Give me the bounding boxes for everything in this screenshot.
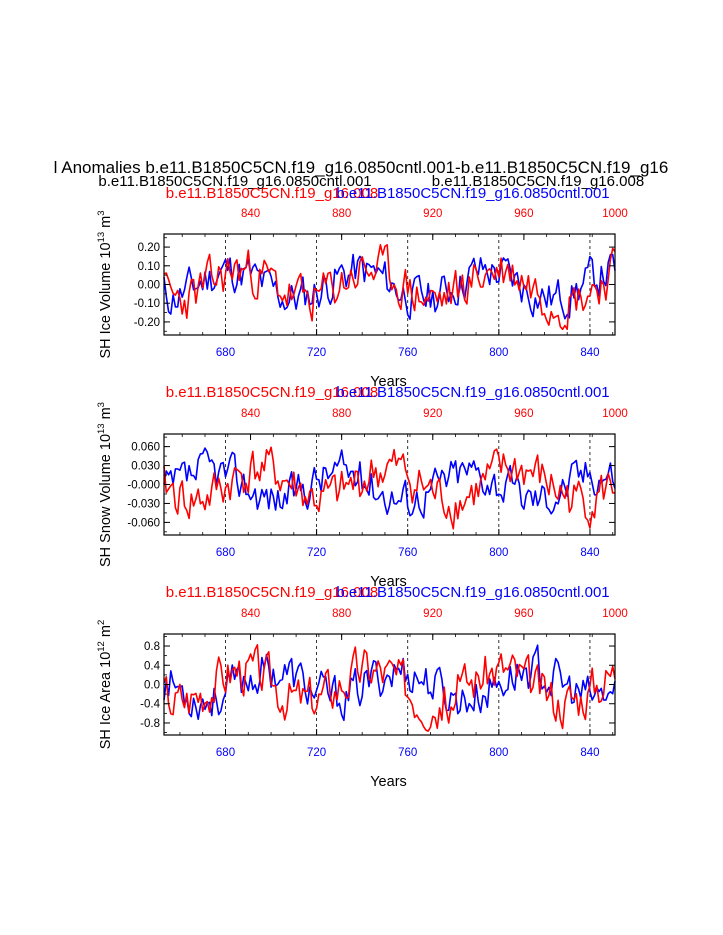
y-tick-label: 0.10 [138,261,160,273]
series-line-cntl [163,447,616,519]
x-tick-label-top: 880 [332,208,351,220]
x-tick-label-bottom: 800 [489,547,508,559]
x-tick-label-top: 920 [423,408,442,420]
y-tick-label: 0.8 [144,641,160,653]
x-tick-label-bottom: 840 [580,547,599,559]
series-line-008 [163,644,616,732]
x-tick-label-bottom: 680 [216,747,235,759]
x-tick-label-top: 840 [241,208,260,220]
y-tick-label: -0.030 [127,498,160,510]
x-tick-label-top: 880 [332,408,351,420]
x-tick-label-bottom: 800 [489,347,508,359]
x-tick-label-bottom: 720 [307,747,326,759]
x-tick-label-bottom: 680 [216,347,235,359]
top-right-case-label: b.e11.B1850C5CN.f19_g16.0850cntl.001 [336,384,609,401]
y-axis-label-unit: m [98,625,114,641]
y-axis-label-unit: m [98,216,114,232]
x-tick-label-top: 1000 [602,208,628,220]
x-tick-label-bottom: 760 [398,347,417,359]
y-tick-label: -0.000 [127,480,160,492]
top-right-case-label: b.e11.B1850C5CN.f19_g16.0850cntl.001 [336,584,609,601]
x-tick-label-bottom: 800 [489,747,508,759]
y-axis-label: SH Ice Volume 1013 m3 [96,210,114,358]
x-axis-label: Years [370,574,407,590]
y-axis-label-unit-exp: 3 [96,402,107,407]
y-tick-label: 0.060 [131,442,160,454]
x-tick-label-top: 840 [241,408,260,420]
y-axis-label-exp: 13 [96,423,107,434]
x-axis-label: Years [370,374,407,390]
x-tick-label-bottom: 680 [216,547,235,559]
y-tick-label: 0.20 [138,242,160,254]
y-tick-label: -0.060 [127,517,160,529]
x-tick-label-bottom: 760 [398,547,417,559]
y-tick-label: 0.030 [131,461,160,473]
y-tick-label: -0.20 [134,317,160,329]
x-axis-label: Years [370,774,407,790]
y-tick-label: 0.00 [138,280,160,292]
x-tick-label-top: 960 [514,408,533,420]
panel-snow-volume: b.e11.B1850C5CN.f19_g16.008b.e11.B1850C5… [96,384,628,590]
x-tick-label-top: 880 [332,608,351,620]
y-tick-label: -0.10 [134,298,160,310]
y-axis-label-exp: 12 [96,641,107,652]
y-axis-label-exp: 13 [96,232,107,243]
y-axis-label-unit-exp: 2 [96,620,107,625]
y-axis-label-main: SH Ice Volume 10 [98,242,114,358]
x-tick-label-top: 840 [241,608,260,620]
case-label-right: b.e11.B1850C5CN.f19_g16.008 [432,173,644,190]
top-right-case-label: b.e11.B1850C5CN.f19_g16.0850cntl.001 [336,185,609,202]
x-tick-label-top: 1000 [602,408,628,420]
top-left-case-label: b.e11.B1850C5CN.f19_g16.008 [166,584,378,601]
top-left-case-label: b.e11.B1850C5CN.f19_g16.008 [166,185,378,202]
y-axis-label-main: SH Ice Area 10 [98,652,114,750]
panel-ice-volume: b.e11.B1850C5CN.f19_g16.008b.e11.B1850C5… [96,185,628,390]
y-axis-label: SH Snow Volume 1013 m3 [96,402,114,567]
series-line-008 [163,446,616,530]
x-tick-label-bottom: 760 [398,747,417,759]
x-tick-label-top: 1000 [602,608,628,620]
figure-title: l Anomalies b.e11.B1850C5CN.f19_g16.0850… [54,158,669,177]
y-axis-label-main: SH Snow Volume 10 [98,434,114,567]
y-tick-label: -0.4 [140,699,160,711]
y-axis-label-unit: m [98,407,114,423]
case-label-left: b.e11.B1850C5CN.f19_g16.0850cntl.001 [98,173,371,190]
x-tick-label-bottom: 720 [307,547,326,559]
x-tick-label-top: 920 [423,608,442,620]
x-tick-label-top: 960 [514,208,533,220]
x-tick-label-bottom: 720 [307,347,326,359]
x-tick-label-top: 920 [423,208,442,220]
top-left-case-label: b.e11.B1850C5CN.f19_g16.008 [166,384,378,401]
y-axis-label-unit-exp: 3 [96,210,107,215]
y-tick-label: 0.4 [144,660,161,672]
y-tick-label: 0.0 [144,680,160,692]
x-tick-label-bottom: 840 [580,347,599,359]
x-tick-label-bottom: 840 [580,747,599,759]
x-tick-label-top: 960 [514,608,533,620]
y-tick-label: -0.8 [140,718,160,730]
y-axis-label: SH Ice Area 1012 m2 [96,620,114,750]
series-line-008 [163,244,616,331]
panel-ice-area: b.e11.B1850C5CN.f19_g16.008b.e11.B1850C5… [96,584,628,790]
